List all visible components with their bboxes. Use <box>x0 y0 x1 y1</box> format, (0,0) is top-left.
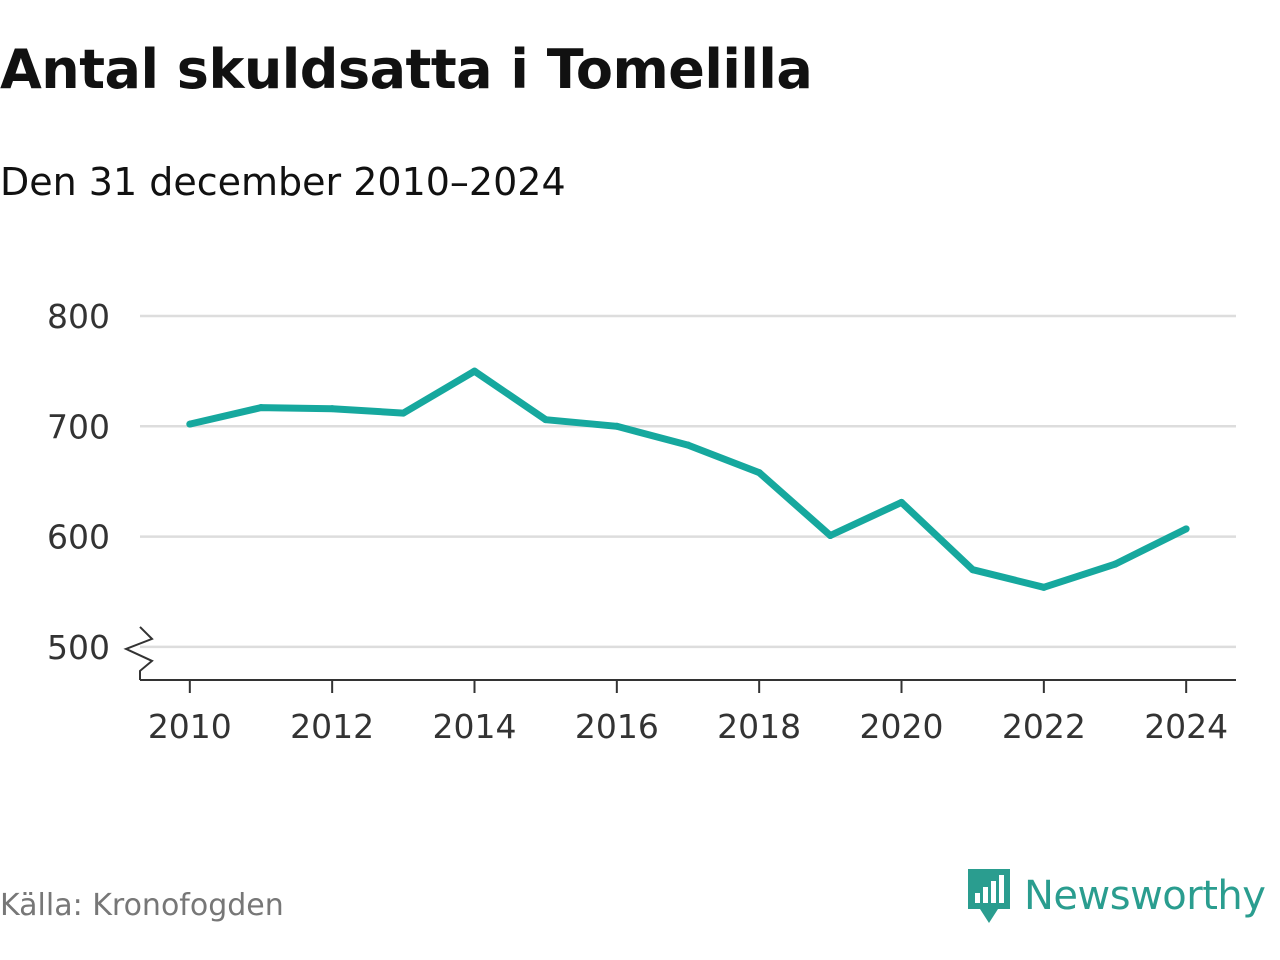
y-tick-label: 500 <box>47 628 110 667</box>
series-layer <box>186 367 1190 591</box>
brand-name: Newsworthy <box>1024 873 1266 919</box>
x-tick-label: 2024 <box>1144 707 1228 746</box>
newsworthy-logo-icon <box>968 869 1010 923</box>
data-point-2010 <box>186 420 194 428</box>
data-point-2016 <box>613 422 621 430</box>
data-point-2012 <box>328 405 336 413</box>
data-point-2023 <box>1111 560 1119 568</box>
y-tick-label: 600 <box>47 518 110 557</box>
axis-break-mark <box>123 626 154 680</box>
data-point-2024 <box>1182 525 1190 533</box>
data-point-2017 <box>684 441 692 449</box>
gridlines <box>140 314 1236 649</box>
brand-logo: Newsworthy <box>964 864 1266 928</box>
source-note: Källa: Kronofogden <box>0 888 284 923</box>
x-tick-label: 2014 <box>433 707 517 746</box>
data-point-2022 <box>1040 583 1048 591</box>
x-tick-label: 2016 <box>575 707 659 746</box>
data-point-2018 <box>755 469 763 477</box>
x-tick-label: 2018 <box>717 707 801 746</box>
chart-subtitle: Den 31 december 2010–2024 <box>0 160 566 204</box>
x-axis: 2010 2012 2014 2016 2018 2020 2022 2024 <box>140 679 1236 746</box>
series-line-0 <box>189 367 1188 591</box>
data-point-2011 <box>257 404 265 412</box>
data-point-2020 <box>898 498 906 506</box>
x-tick-label: 2020 <box>860 707 944 746</box>
chart-title: Antal skuldsatta i Tomelilla <box>0 38 813 101</box>
axis-break-icon <box>123 626 154 680</box>
data-point-2021 <box>969 566 977 574</box>
x-tick-label: 2010 <box>148 707 232 746</box>
data-point-2013 <box>399 409 407 417</box>
data-point-2015 <box>542 416 550 424</box>
data-point-2014 <box>470 367 478 375</box>
x-tick-label: 2022 <box>1002 707 1086 746</box>
y-axis-labels: 500 600 700 800 <box>47 297 110 667</box>
data-point-2019 <box>826 532 834 540</box>
y-tick-label: 800 <box>47 297 110 336</box>
x-tick-label: 2012 <box>290 707 374 746</box>
y-tick-label: 700 <box>47 407 110 446</box>
